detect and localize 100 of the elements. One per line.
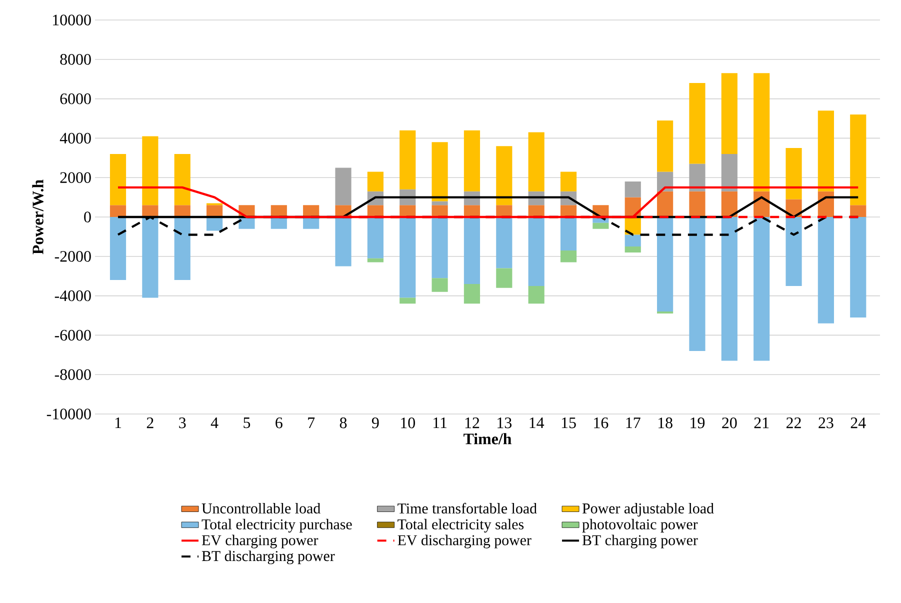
bar [786,216,802,286]
x-tick-label: 2 [146,418,154,428]
bar [624,246,641,252]
x-tick-label: 24 [850,418,866,428]
bar [174,205,190,217]
bar [689,83,706,164]
bar [560,205,577,217]
bar [786,148,802,200]
bar [142,136,158,206]
bar [496,268,512,288]
y-tick-label: 2000 [60,172,91,183]
bar [560,250,577,262]
bar [721,191,738,217]
y-tick-label: 10000 [53,14,91,26]
bar [657,191,674,217]
bar [528,286,544,304]
x-tick-label: 22 [786,418,801,428]
legend-label: BT discharging power [202,550,335,564]
bar [174,216,190,280]
bar [464,205,480,217]
bar [496,205,512,217]
bar [528,205,544,217]
bar [689,191,706,217]
bar [335,168,352,206]
legend-label: Power adjustable load [582,502,714,517]
bar [496,146,512,206]
y-tick-label: 0 [84,212,91,222]
x-tick-label: 5 [244,418,250,428]
bar [496,216,512,268]
x-tick-label: 19 [690,418,705,428]
bar [367,205,384,217]
bar [303,216,320,229]
bar [657,120,674,172]
y-tick-label: 8000 [60,54,91,65]
bar [432,201,448,206]
y-tick-label: 4000 [60,132,91,144]
bar [689,216,706,351]
x-tick-label: 9 [372,418,379,428]
bar [528,216,544,286]
x-tick-label: 21 [754,418,769,428]
bar [110,216,126,280]
bar [560,172,577,192]
bar [657,216,674,312]
bar [592,222,609,229]
bar [850,216,866,318]
y-axis-title: Power/W.h [32,180,44,254]
x-tick-label: 23 [818,418,834,428]
legend-label: Time transfortable load [398,502,537,514]
y-tick-label: -10000 [46,408,91,420]
x-tick-label: 8 [340,418,347,428]
bar [367,216,384,258]
bar [464,216,480,284]
bar [721,216,738,361]
x-tick-label: 12 [465,418,480,428]
bar [206,216,223,231]
x-tick-label: 1 [115,418,122,428]
bar [432,142,448,202]
y-tick-label: 6000 [60,93,91,104]
x-tick-label: 7 [308,418,315,428]
legend-label: photovoltaic power [582,518,698,532]
x-axis-title: Time/h [464,433,512,444]
bar [142,205,158,217]
bar [432,216,448,278]
x-tick-label: 18 [658,418,672,428]
bar [270,205,287,217]
x-tick-label: 6 [276,418,282,428]
y-tick-label: -8000 [54,369,91,380]
x-tick-label: 15 [562,418,576,428]
bar [850,114,866,206]
bar [818,216,834,324]
x-tick-label: 13 [498,418,512,428]
legend-label: EV charging power [202,534,318,548]
bar [624,182,641,198]
x-tick-label: 16 [594,418,608,428]
bar [400,130,416,190]
bar [689,164,706,192]
bar [721,154,738,192]
legend-label: EV discharging power [398,534,532,548]
legend-label: Uncontrollable load [202,502,320,514]
bar [657,172,674,192]
x-tick-label: 3 [179,418,186,428]
x-tick-label: 11 [434,418,447,428]
bar [110,154,126,206]
bar [110,205,126,217]
y-tick-label: -2000 [54,251,91,262]
bar [432,205,448,217]
legend-label: Total electricity sales [398,518,524,532]
x-tick-label: 14 [530,418,544,428]
bar [335,216,352,266]
x-tick-label: 20 [722,418,737,428]
bar [754,73,770,192]
x-tick-label: 10 [401,418,415,428]
bar [142,216,158,298]
bar [400,216,416,298]
bar [174,154,190,206]
y-tick-label: -4000 [54,290,91,302]
bar [367,172,384,192]
bar [432,278,448,292]
bar [754,216,770,361]
bar [624,234,641,247]
